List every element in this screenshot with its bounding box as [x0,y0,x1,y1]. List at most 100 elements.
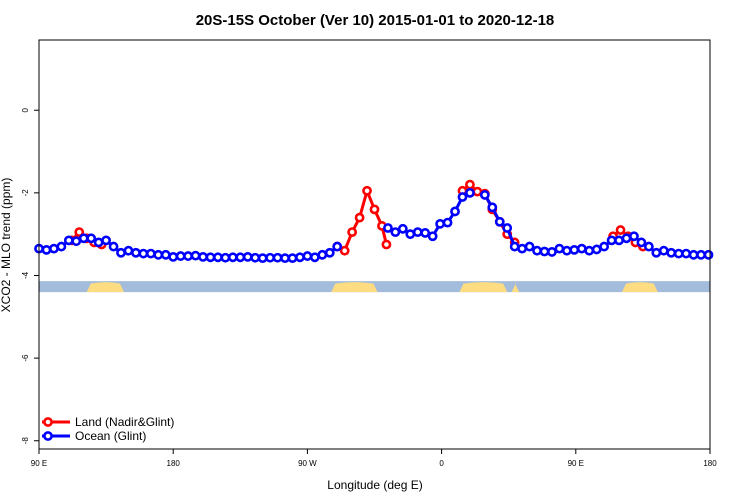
ocean-data-point [309,252,320,263]
ocean-data-point [532,245,542,256]
ocean-data-point [621,233,632,244]
land-data-point [354,212,365,223]
ocean-data-point [41,244,52,255]
ocean-data-point [213,252,223,263]
ocean-data-point [257,253,268,264]
ocean-data-point [390,227,401,238]
ocean-data-point [145,248,156,259]
ocean-data-point [295,252,305,263]
ocean-data-point [517,243,528,254]
ocean-data-point [190,250,201,261]
legend-label-ocean: Ocean (Glint) [75,429,146,443]
ocean-data-point [614,235,624,246]
ocean-data-point [487,202,498,213]
ocean-data-point [86,233,97,244]
ocean-data-point [205,252,216,263]
x-tick-label: 0 [439,459,444,468]
ocean-data-point [198,251,208,262]
ocean-data-point [576,243,587,254]
legend: Land (Nadir&Glint)Ocean (Glint) [42,415,174,443]
ocean-data-point [539,246,550,257]
ocean-data-point [666,247,677,258]
ocean-data-point [420,228,431,238]
ocean-data-point [93,237,104,248]
ocean-data-point [49,243,59,254]
ocean-data-point [591,244,602,255]
chart-title: 20S-15S October (Ver 10) 2015-01-01 to 2… [196,12,555,29]
ocean-series [34,187,714,264]
ocean-data-point [220,252,231,263]
land-data-point [465,179,475,190]
ocean-data-point [183,251,194,261]
land-band-segment [511,282,520,293]
ocean-data-point [569,244,580,255]
ocean-data-point [250,252,261,263]
land-band-segment [459,282,508,293]
y-tick-label: -2 [21,189,30,197]
ocean-data-point [397,223,408,234]
ocean-data-point [696,249,706,260]
ocean-data-point [450,206,460,217]
ocean-data-point [108,241,119,252]
ocean-data-point [465,187,475,198]
y-axis-label: XCO2 - MLO trend (ppm) [0,178,13,313]
ocean-data-point [71,236,82,247]
ocean-data-point [629,231,639,242]
ocean-data-point [272,252,283,263]
land-data-point [339,245,350,256]
ocean-data-point [673,248,684,259]
ocean-data-point [116,247,126,258]
ocean-data-point [383,223,393,233]
land-band-segment [622,282,658,293]
ocean-data-point [494,216,505,227]
ocean-data-point [280,253,290,264]
y-tick-label: -6 [21,354,30,362]
x-tick-label: 180 [167,459,181,468]
legend-label-land: Land (Nadir&Glint) [75,415,174,429]
land-data-point [381,239,392,250]
ocean-data-point [442,217,453,228]
ocean-data-point [175,251,186,261]
ocean-data-point [78,233,89,244]
x-tick-label: 180 [703,459,717,468]
ocean-data-point [168,251,179,262]
ocean-data-point [703,249,714,260]
ocean-data-point [153,249,164,260]
ocean-data-point [324,247,335,258]
ocean-data-point [235,252,246,263]
ocean-data-point [636,237,647,248]
land-data-point [615,225,626,235]
ocean-data-point [101,235,111,246]
series-layer [34,179,714,264]
land-series [66,179,648,256]
y-tick-label: -8 [21,437,30,445]
ocean-data-point [547,247,557,257]
legend-marker-land [43,417,53,427]
y-tick-label: -4 [21,271,30,279]
ocean-data-point [643,241,654,252]
land-band-segment [331,282,378,293]
x-tick-label: 90 E [568,459,584,468]
ocean-data-point [332,241,343,252]
y-axis: 0 -2 -4 -6 -8 [21,107,39,444]
ocean-data-point [242,251,253,262]
ocean-data-point [56,241,67,252]
ocean-data-point [554,243,565,254]
ocean-data-point [131,247,141,258]
ocean-data-point [509,241,520,252]
ocean-data-point [265,252,276,263]
ocean-data-point [63,235,74,246]
plot-frame [38,39,711,450]
ocean-data-point [681,248,692,259]
ocean-data-point [123,245,134,256]
ocean-data-point [658,245,669,256]
ocean-data-point [405,229,416,240]
ocean-data-point [457,192,468,202]
ocean-data-point [302,251,313,261]
x-tick-label: 90 W [298,459,317,468]
land-data-point [362,185,372,196]
x-tick-label: 90 E [31,459,47,468]
land-ocean-mask-band [39,281,710,293]
y-tick-label: 0 [21,107,30,112]
